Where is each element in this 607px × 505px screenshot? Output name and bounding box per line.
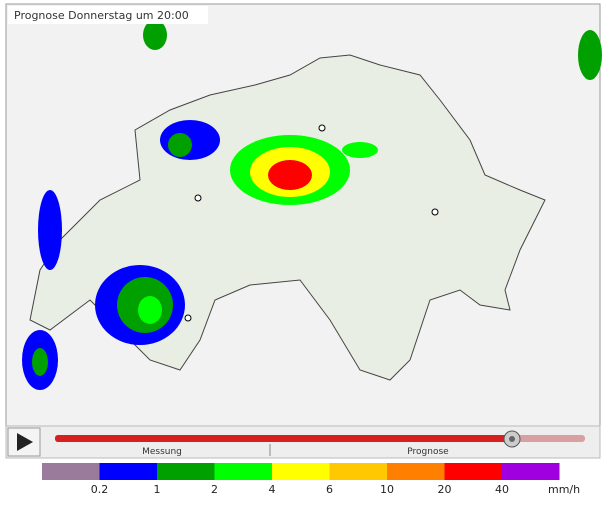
slider-progress	[55, 435, 513, 442]
legend-swatch	[157, 463, 215, 480]
play-icon	[17, 433, 33, 451]
slider-knob-dot	[509, 436, 515, 442]
legend-label: 20	[438, 483, 452, 496]
title-box	[8, 6, 208, 24]
legend-swatch	[214, 463, 272, 480]
legend-label: 0.2	[91, 483, 109, 496]
legend-label: 4	[269, 483, 276, 496]
cities	[184, 124, 439, 322]
legend-label: 40	[495, 483, 509, 496]
legend-swatch	[329, 463, 387, 480]
legend-label: 1	[154, 483, 161, 496]
legend-label: 2	[211, 483, 218, 496]
title: Prognose Donnerstag um 20:00	[14, 9, 189, 22]
legend-swatch	[42, 463, 100, 480]
legend-label: 6	[326, 483, 333, 496]
legend-swatch	[502, 463, 560, 480]
precipitation	[22, 20, 602, 390]
past-label: Messung	[142, 447, 182, 457]
legend-swatch	[387, 463, 445, 480]
legend-swatch	[444, 463, 502, 480]
future-label: Prognose	[407, 447, 449, 457]
legend-label: 10	[380, 483, 394, 496]
legend: 0.2 1 2 4 6 10 20 40	[42, 463, 560, 496]
legend-swatch	[272, 463, 330, 480]
legend-swatch	[99, 463, 157, 480]
legend-unit: mm/h	[548, 483, 580, 496]
